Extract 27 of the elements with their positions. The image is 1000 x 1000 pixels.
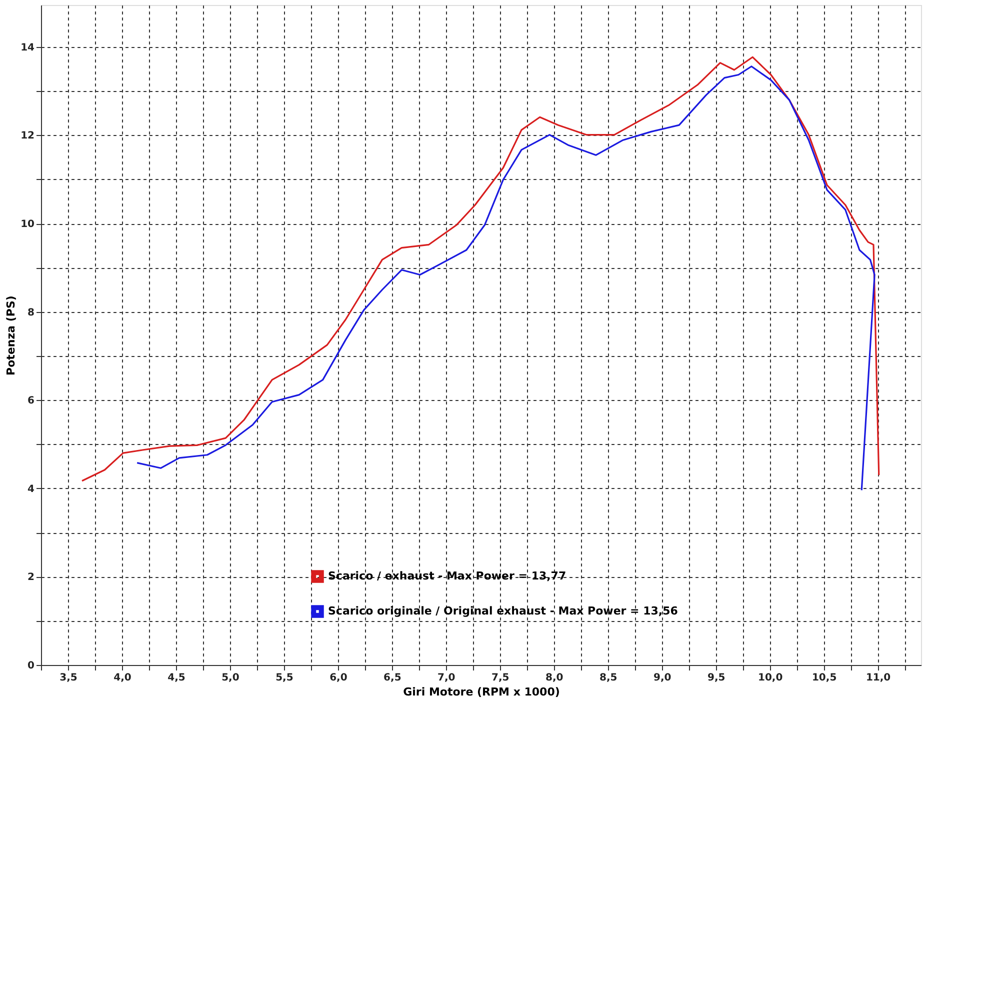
x-tick-label: 10,5 — [812, 672, 837, 684]
y-tick-label: 10 — [20, 219, 35, 230]
legend-label: Scarico originale / Original exhaust - Max Power = 13,56 — [328, 604, 678, 618]
x-tick-label: 7,5 — [492, 672, 510, 684]
x-tick-label: 5,5 — [276, 672, 294, 684]
x-tick-label: 8,0 — [546, 672, 564, 684]
x-tick-label: 6,0 — [330, 672, 348, 684]
y-axis-title: Potenza (PS) — [4, 296, 18, 376]
y-tick-label: 6 — [28, 396, 35, 407]
x-tick-label: 11,0 — [866, 672, 891, 684]
x-tick-label: 4,5 — [168, 672, 186, 684]
x-tick-label: 5,0 — [222, 672, 240, 684]
x-axis-title: Giri Motore (RPM x 1000) — [403, 686, 560, 698]
x-tick-label: 9,5 — [707, 672, 726, 684]
y-tick-label: 14 — [20, 42, 35, 54]
y-tick-label: 4 — [28, 484, 35, 495]
x-tick-label: 9,0 — [654, 672, 672, 684]
y-tick-label: 0 — [28, 660, 35, 672]
y-tick-label: 2 — [28, 572, 35, 584]
x-tick-label: 4,0 — [114, 672, 132, 684]
y-tick-label: 8 — [28, 307, 35, 318]
y-tick-label: 12 — [20, 130, 35, 142]
x-tick-label: 10,0 — [758, 672, 783, 684]
x-tick-label: 3,5 — [60, 672, 78, 684]
x-tick-label: 8,5 — [600, 672, 618, 684]
x-tick-label: 7,0 — [438, 672, 456, 684]
x-tick-label: 6,5 — [384, 672, 402, 684]
